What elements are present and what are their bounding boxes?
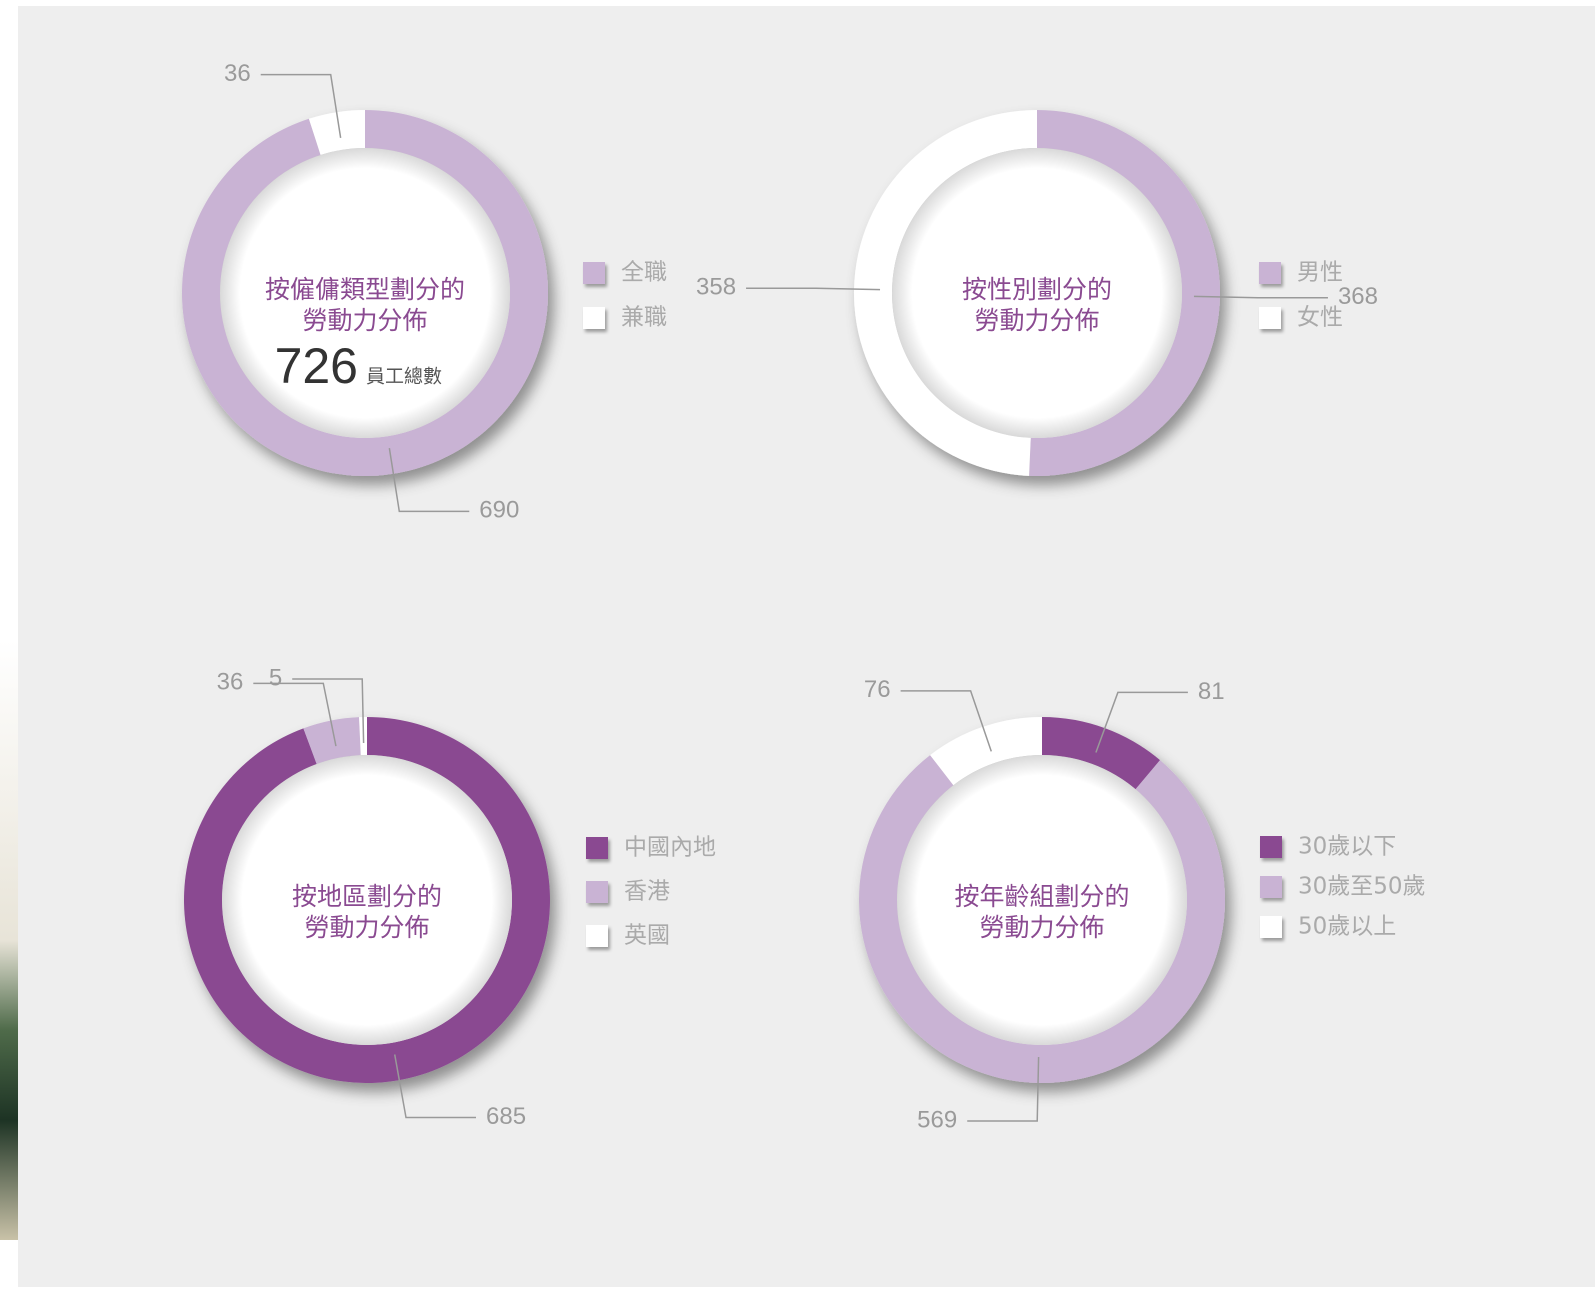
leader-line xyxy=(746,287,881,291)
leader-line xyxy=(1193,295,1328,299)
donut-hole xyxy=(897,755,1187,1045)
legend-swatch xyxy=(586,925,608,947)
center-title: 按僱傭類型劃分的 xyxy=(265,275,465,304)
total-label: 員工總數 xyxy=(366,366,442,388)
value-label: 368 xyxy=(1338,283,1378,310)
legend-label: 中國內地 xyxy=(624,835,716,861)
donut-slice xyxy=(303,717,361,765)
donut-hole xyxy=(222,755,512,1045)
leader-line xyxy=(967,1056,1040,1122)
legend-label: 英國 xyxy=(624,923,670,949)
leader-line xyxy=(260,73,342,139)
donut-hole xyxy=(892,148,1182,438)
center-title: 按性別劃分的 xyxy=(962,275,1112,304)
legend-label: 兼職 xyxy=(621,305,667,331)
value-label: 36 xyxy=(217,669,244,696)
center-title: 勞動力分佈 xyxy=(304,913,429,942)
leader-line xyxy=(393,1054,477,1119)
leader-line xyxy=(292,678,365,744)
legend-label: 30歲至50歲 xyxy=(1298,874,1426,900)
value-label: 5 xyxy=(269,664,282,691)
value-label: 358 xyxy=(696,274,736,301)
donut-ring xyxy=(181,110,548,477)
center-title: 按年齡組劃分的 xyxy=(954,882,1129,911)
legend-label: 全職 xyxy=(621,260,667,286)
leader-line xyxy=(900,690,993,752)
donut-ring xyxy=(853,110,1220,476)
center-title: 勞動力分佈 xyxy=(974,306,1099,335)
legend-swatch xyxy=(1259,262,1281,284)
legend-swatch xyxy=(1260,876,1282,898)
value-label: 36 xyxy=(224,60,251,87)
value-label: 569 xyxy=(917,1106,957,1133)
leader-line xyxy=(1095,691,1188,753)
legend-swatch xyxy=(1259,307,1281,329)
legend-swatch xyxy=(586,837,608,859)
donut-slice xyxy=(1042,717,1161,790)
total-value: 726 xyxy=(275,338,358,394)
legend-swatch xyxy=(583,262,605,284)
value-label: 690 xyxy=(479,497,519,524)
legend-swatch xyxy=(1260,916,1282,938)
donut-slice xyxy=(1029,110,1220,476)
side-image xyxy=(0,640,18,1240)
legend-swatch xyxy=(583,307,605,329)
value-label: 685 xyxy=(486,1103,526,1130)
legend-label: 香港 xyxy=(624,879,670,905)
donut-slice xyxy=(930,717,1042,786)
legend-swatch xyxy=(586,881,608,903)
legend-label: 50歲以上 xyxy=(1298,914,1396,940)
donut-hole xyxy=(220,148,510,438)
value-label: 81 xyxy=(1198,678,1225,705)
legend-label: 男性 xyxy=(1297,260,1343,286)
donut-ring xyxy=(858,717,1225,1083)
center-title: 勞動力分佈 xyxy=(979,913,1104,942)
leader-line xyxy=(253,682,337,747)
leader-line xyxy=(388,447,470,513)
legend-label: 女性 xyxy=(1297,305,1343,331)
donut-slice xyxy=(308,110,365,155)
donut-slice xyxy=(853,110,1037,476)
center-title: 勞動力分佈 xyxy=(302,306,427,335)
center-title: 按地區劃分的 xyxy=(292,882,442,911)
value-label: 76 xyxy=(864,676,891,703)
legend-swatch xyxy=(1260,836,1282,858)
legend-label: 30歲以下 xyxy=(1298,834,1396,860)
